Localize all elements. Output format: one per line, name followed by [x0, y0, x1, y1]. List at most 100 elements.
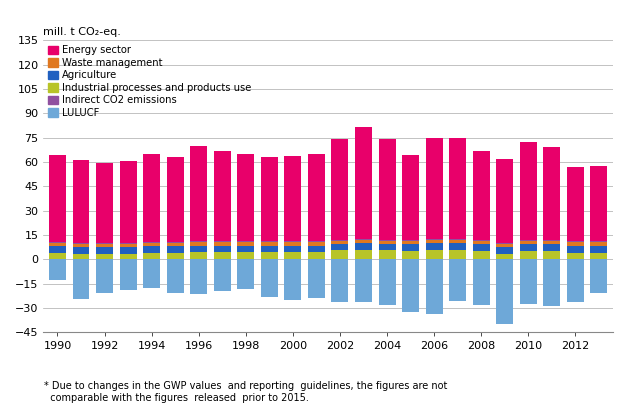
Bar — [520, 142, 537, 240]
Bar — [402, 155, 419, 240]
Bar — [449, 239, 466, 240]
Bar — [166, 246, 183, 253]
Bar — [449, 259, 466, 302]
Bar — [261, 157, 278, 241]
Bar — [143, 246, 160, 253]
Bar — [214, 252, 230, 259]
Bar — [567, 242, 584, 245]
Bar — [496, 247, 513, 254]
Bar — [496, 243, 513, 244]
Bar — [284, 242, 301, 245]
Bar — [49, 243, 66, 246]
Bar — [520, 259, 537, 304]
Bar — [261, 245, 278, 252]
Bar — [190, 146, 207, 241]
Bar — [237, 252, 254, 259]
Bar — [214, 151, 230, 241]
Bar — [496, 244, 513, 247]
Bar — [166, 253, 183, 259]
Bar — [284, 245, 301, 252]
Bar — [473, 151, 490, 240]
Bar — [520, 240, 537, 241]
Bar — [96, 244, 113, 247]
Bar — [402, 251, 419, 259]
Bar — [49, 253, 66, 259]
Bar — [402, 244, 419, 251]
Bar — [49, 246, 66, 253]
Bar — [73, 243, 90, 244]
Bar — [308, 154, 325, 241]
Bar — [379, 250, 396, 259]
Bar — [190, 252, 207, 259]
Bar — [214, 242, 230, 245]
Bar — [543, 259, 560, 306]
Bar — [119, 259, 136, 290]
Bar — [567, 241, 584, 242]
Bar — [332, 240, 349, 241]
Bar — [473, 241, 490, 244]
Bar — [308, 242, 325, 245]
Bar — [119, 244, 136, 247]
Bar — [143, 243, 160, 246]
Bar — [237, 242, 254, 245]
Bar — [73, 247, 90, 254]
Bar — [214, 245, 230, 252]
Bar — [379, 241, 396, 244]
Bar — [496, 259, 513, 324]
Bar — [402, 241, 419, 244]
Bar — [355, 240, 372, 243]
Bar — [590, 245, 607, 253]
Bar — [567, 245, 584, 253]
Bar — [355, 259, 372, 302]
Bar — [567, 253, 584, 259]
Bar — [73, 254, 90, 259]
Bar — [590, 241, 607, 242]
Bar — [237, 259, 254, 289]
Bar — [49, 242, 66, 243]
Bar — [543, 244, 560, 251]
Bar — [73, 244, 90, 247]
Bar — [143, 154, 160, 242]
Bar — [449, 243, 466, 250]
Bar — [214, 241, 230, 242]
Bar — [473, 251, 490, 259]
Bar — [190, 259, 207, 294]
Bar — [402, 259, 419, 312]
Bar — [590, 166, 607, 241]
Bar — [426, 259, 443, 314]
Bar — [520, 244, 537, 251]
Bar — [543, 241, 560, 244]
Bar — [355, 249, 372, 259]
Bar — [96, 254, 113, 259]
Bar — [166, 243, 183, 246]
Bar — [379, 240, 396, 241]
Bar — [496, 159, 513, 243]
Bar — [237, 154, 254, 241]
Bar — [496, 254, 513, 259]
Bar — [449, 138, 466, 239]
Bar — [332, 259, 349, 302]
Bar — [284, 241, 301, 242]
Bar — [543, 240, 560, 241]
Bar — [119, 243, 136, 244]
Bar — [590, 242, 607, 245]
Bar — [473, 259, 490, 305]
Bar — [73, 160, 90, 243]
Bar — [449, 250, 466, 259]
Bar — [355, 243, 372, 249]
Bar — [379, 259, 396, 305]
Bar — [261, 252, 278, 259]
Bar — [426, 240, 443, 243]
Bar — [190, 245, 207, 252]
Bar — [332, 139, 349, 240]
Bar — [543, 251, 560, 259]
Bar — [190, 241, 207, 242]
Bar — [426, 250, 443, 259]
Bar — [379, 139, 396, 240]
Bar — [308, 241, 325, 242]
Bar — [426, 138, 443, 239]
Bar — [96, 247, 113, 254]
Bar — [473, 244, 490, 251]
Bar — [426, 243, 443, 250]
Bar — [355, 239, 372, 240]
